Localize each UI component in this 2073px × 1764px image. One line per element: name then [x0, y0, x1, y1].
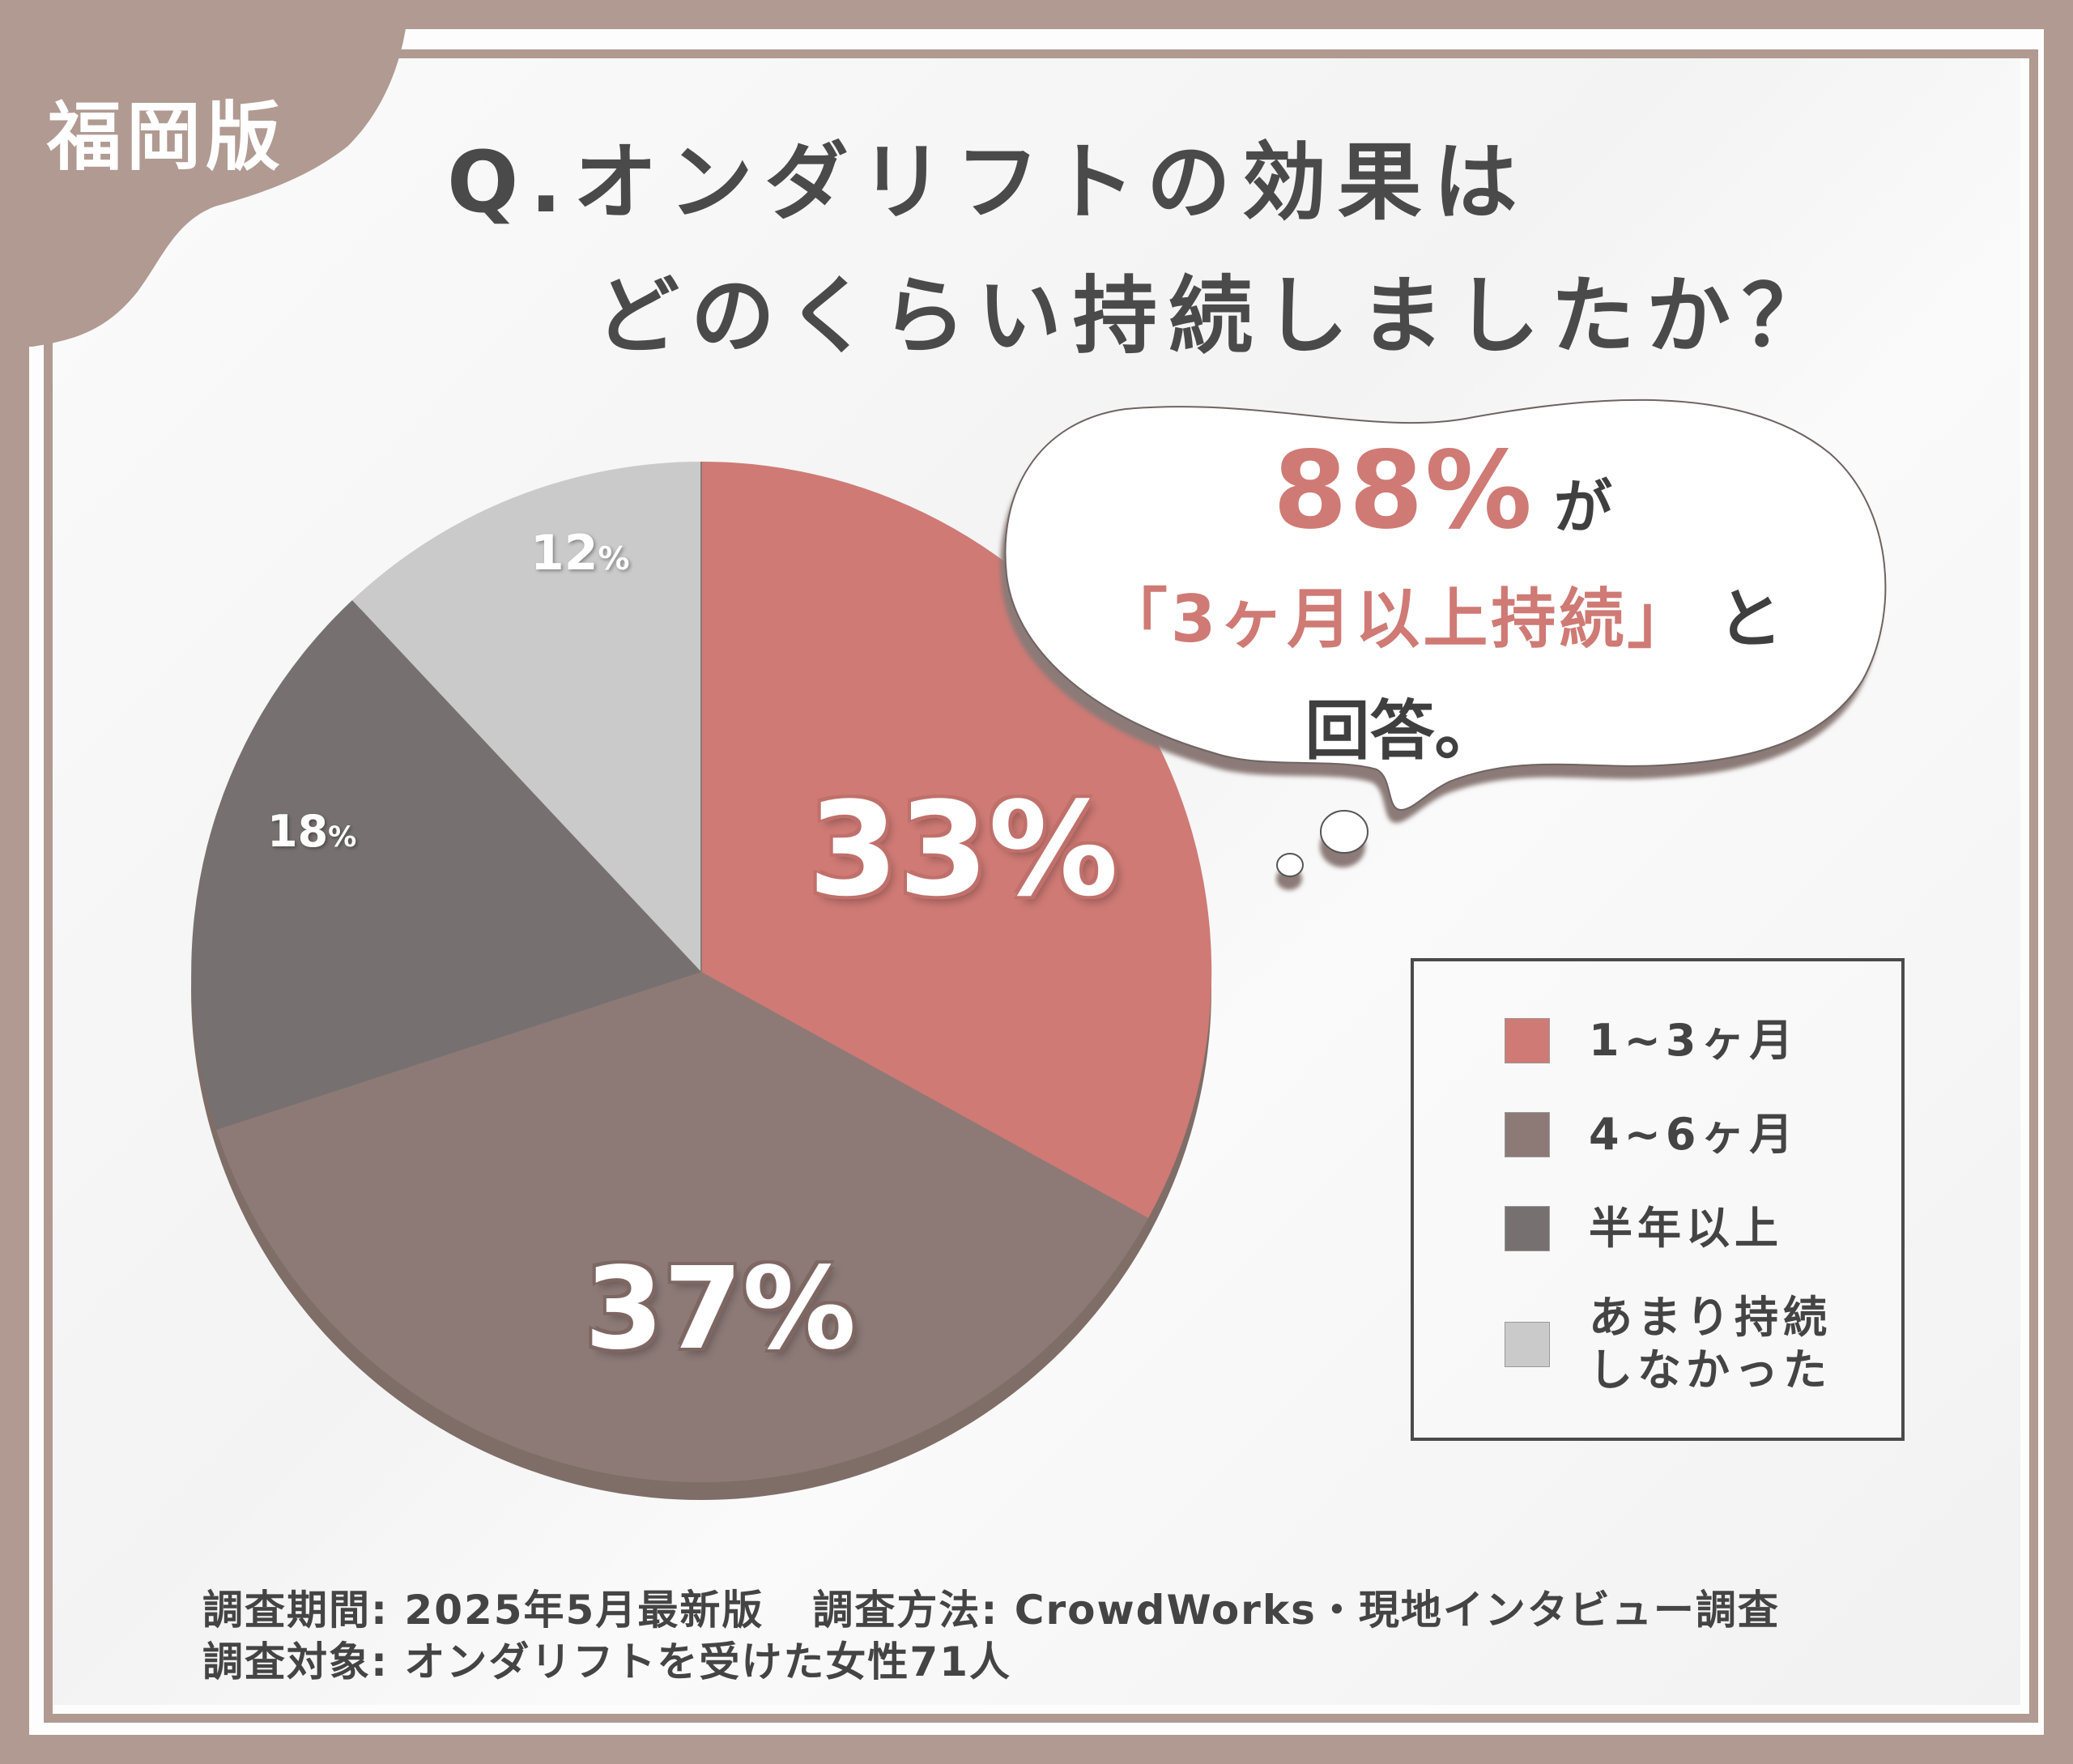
inner-frame [44, 49, 2038, 1723]
legend-item-4-6-months[interactable]: 4~6ヶ月 [1505, 1109, 1798, 1161]
slice-4-6-months[interactable] [216, 972, 1148, 1483]
legend-label: 4~6ヶ月 [1589, 1109, 1798, 1160]
slice-half-year-plus[interactable] [191, 600, 701, 1130]
legend-label: あまり持続 しなかった [1589, 1292, 1832, 1395]
callout-text: 88% が 「3ヶ月以上持続」 と 回答。 [1004, 437, 1881, 773]
legend-swatch [1505, 1018, 1550, 1064]
legend-item-half-year[interactable]: 半年以上 [1505, 1203, 1783, 1255]
legend-swatch [1505, 1321, 1550, 1367]
callout-highlight-value: 88% [1272, 428, 1534, 553]
legend-swatch [1505, 1206, 1550, 1252]
question-title-line1: Q.オンダリフトの効果は [447, 133, 1529, 232]
question-title-line2: どのくらい持続しましたか？ [595, 266, 1838, 365]
slice-not-long[interactable] [352, 462, 701, 972]
callout-particle-ga: が [1554, 473, 1613, 541]
survey-period: 調査期間: 2025年5月最新版 [202, 1587, 764, 1634]
corner-blob [0, 0, 409, 347]
legend-swatch [1505, 1112, 1550, 1158]
speech-bubble [1000, 398, 1887, 890]
survey-target: 調査対象: オンダリフトを受けた女性71人 [202, 1638, 1011, 1685]
callout-highlight-phrase: 「3ヶ月以上持続」 [1102, 582, 1696, 657]
survey-method: 調査方法: CrowdWorks・現地インタビュー調査 [812, 1587, 1780, 1634]
region-badge: 福岡版 [47, 94, 286, 181]
slice-label-12: 12% [530, 525, 630, 582]
legend-item-not-long[interactable]: あまり持続 しなかった [1505, 1292, 1832, 1397]
slice-label-18: 18% [267, 806, 357, 857]
slice-label-33: 33% [808, 773, 1118, 925]
slice-label-37: 37% [585, 1243, 857, 1375]
legend-item-1-3-months[interactable]: 1~3ヶ月 [1505, 1015, 1798, 1067]
survey-info-line1: 調査期間: 2025年5月最新版 調査方法: CrowdWorks・現地インタビュ… [202, 1578, 1780, 1636]
chart-legend: 1~3ヶ月 4~6ヶ月 半年以上 あまり持続 しなかった [1411, 958, 1905, 1441]
callout-particle-to: と [1718, 582, 1783, 657]
legend-label: 半年以上 [1589, 1203, 1783, 1254]
legend-label: 1~3ヶ月 [1589, 1015, 1798, 1066]
callout-ending: 回答。 [1305, 693, 1500, 769]
